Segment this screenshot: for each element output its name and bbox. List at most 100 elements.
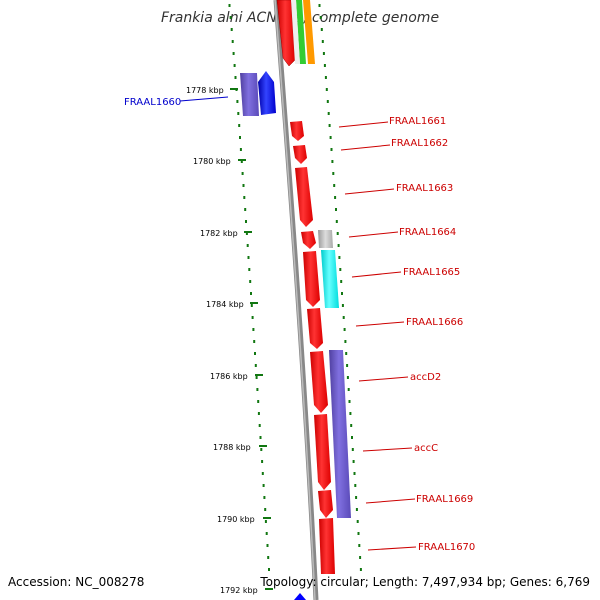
track-dot (356, 520, 359, 523)
gene-label-FRAAL1660[interactable]: FRAAL1660 (124, 97, 181, 108)
track-dot (253, 340, 256, 343)
track-dot (240, 160, 243, 163)
gene-label-FRAAL1662[interactable]: FRAAL1662 (391, 138, 448, 149)
track-dot (324, 76, 327, 79)
track-dot (348, 400, 351, 403)
leader-line (362, 447, 413, 452)
track-dot (239, 136, 241, 139)
track-dot (352, 460, 355, 463)
gene-label-FRAAL1666[interactable]: FRAAL1666 (406, 317, 463, 328)
track-dot (263, 496, 266, 499)
gene-label-FRAAL1669[interactable]: FRAAL1669 (416, 494, 473, 505)
leader-line (340, 144, 391, 151)
gene-feature-blue[interactable] (294, 593, 306, 600)
track-dot (264, 520, 267, 523)
track-dot (268, 568, 270, 571)
gene-feature-white[interactable] (291, 0, 300, 64)
track-dot (230, 28, 233, 31)
gene-label-accC[interactable]: accC (414, 443, 438, 454)
tick-label: 1790 kbp (217, 515, 255, 524)
track-dot (341, 304, 344, 307)
tick-label: 1784 kbp (206, 300, 244, 309)
gene-feature-cyan[interactable] (321, 250, 339, 308)
gene-feature-blue[interactable] (258, 71, 276, 115)
leader-line (338, 121, 389, 128)
gene-label-FRAAL1664[interactable]: FRAAL1664 (399, 227, 456, 238)
gene-feature-red[interactable] (318, 490, 333, 518)
gene-feature-purple[interactable] (240, 73, 259, 116)
leader-line (358, 376, 409, 382)
track-dot (330, 148, 333, 151)
track-dot (254, 352, 256, 355)
gene-features (240, 0, 351, 600)
track-dot (359, 568, 362, 571)
track-dot (254, 364, 257, 367)
track-dot (351, 448, 354, 451)
track-dot (318, 4, 321, 7)
track-dot (249, 280, 252, 283)
track-dot (329, 136, 332, 139)
track-dot (340, 280, 343, 283)
gene-feature-red[interactable] (301, 231, 316, 249)
accession-text: Accession: NC_008278 (8, 575, 144, 589)
track-dot (342, 316, 345, 319)
track-dot (255, 376, 258, 379)
gene-feature-purple[interactable] (329, 350, 351, 518)
gene-feature-red[interactable] (314, 414, 331, 490)
track-dot (246, 244, 249, 247)
track-dot (259, 436, 262, 439)
gene-feature-green[interactable] (296, 0, 306, 64)
gene-feature-orange[interactable] (303, 0, 315, 64)
track-dot (251, 316, 254, 319)
track-dot (247, 256, 250, 259)
track-dot (258, 424, 261, 427)
track-dot (321, 40, 324, 43)
track-dot (320, 28, 323, 31)
gene-feature-red[interactable] (293, 145, 307, 164)
track-dot (358, 544, 361, 547)
tick-label: 1778 kbp (186, 86, 224, 95)
tick-label: 1780 kbp (193, 157, 231, 166)
track-dot (243, 196, 246, 199)
track-dot (234, 76, 237, 79)
track-dot (357, 532, 360, 535)
gene-label-FRAAL1661[interactable]: FRAAL1661 (389, 116, 446, 127)
track-dot (331, 160, 334, 163)
track-dot (355, 496, 358, 499)
gene-feature-red[interactable] (276, 0, 296, 67)
track-dot (267, 556, 270, 559)
track-dot (333, 184, 336, 187)
track-dot (262, 484, 265, 487)
track-dot (250, 304, 253, 307)
tick-label: 1788 kbp (213, 443, 251, 452)
track-dot (260, 448, 263, 451)
gene-feature-red[interactable] (310, 351, 328, 413)
track-dot (248, 268, 251, 271)
track-dot (350, 424, 353, 427)
track-dot (232, 52, 235, 55)
gene-feature-red[interactable] (307, 308, 323, 349)
gene-feature-red[interactable] (290, 121, 304, 141)
track-dot (335, 220, 338, 223)
track-dot (256, 388, 259, 391)
gene-label-accD2[interactable]: accD2 (410, 372, 441, 383)
track-dot (245, 220, 247, 223)
leader-line (179, 96, 229, 102)
tick-label: 1792 kbp (220, 586, 258, 595)
gene-feature-red[interactable] (319, 518, 335, 574)
leader-line (344, 188, 395, 195)
gene-feature-grey[interactable] (318, 230, 333, 248)
gene-feature-red[interactable] (295, 167, 313, 227)
gene-label-FRAAL1663[interactable]: FRAAL1663 (396, 183, 453, 194)
gene-feature-red[interactable] (303, 251, 320, 307)
track-dot (351, 436, 353, 439)
track-dot (359, 556, 362, 559)
track-dot (345, 352, 348, 355)
track-dot (347, 388, 350, 391)
track-dot (229, 16, 232, 19)
gene-label-FRAAL1670[interactable]: FRAAL1670 (418, 542, 475, 553)
track-dot (239, 148, 242, 151)
gene-label-FRAAL1665[interactable]: FRAAL1665 (403, 267, 460, 278)
track-dot (266, 544, 269, 547)
